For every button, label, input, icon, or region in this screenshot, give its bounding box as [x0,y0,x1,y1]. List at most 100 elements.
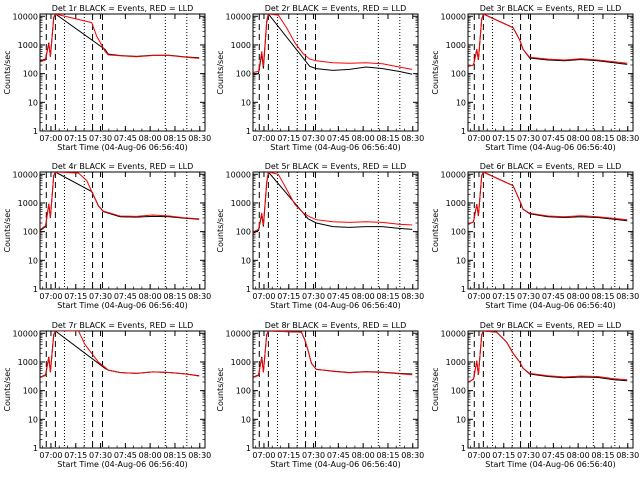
panel-title: Det 2r BLACK = Events, RED = LLD [265,4,407,13]
x-tick-label: 07:30 [89,134,112,143]
x-tick-label: 08:30 [401,134,424,143]
x-axis-label: Start Time (04-Aug-06 06:56:40) [57,301,188,310]
y-tick-label: 1 [246,127,251,136]
y-tick-label: 10 [241,415,251,424]
x-tick-label: 07:00 [39,451,62,460]
x-axis-label: Start Time (04-Aug-06 06:56:40) [57,143,188,152]
y-tick-label: 1000 [231,41,251,50]
plot-frame [467,13,634,132]
y-tick-label: 1000 [18,199,38,208]
x-tick-label: 07:45 [114,292,137,301]
y-tick-label: 10000 [226,329,251,338]
panel-det-5: Det 5r BLACK = Events, RED = LLD 1 10 100 10… [216,162,424,310]
x-tick-label: 07:15 [277,134,300,143]
y-tick-label: 1 [246,285,251,294]
x-tick-label: 07:00 [252,451,275,460]
x-tick-label: 08:30 [616,134,639,143]
x-tick-label: 08:15 [376,292,399,301]
panel-title: Det 4r BLACK = Events, RED = LLD [52,162,194,171]
y-tick-label: 1000 [231,199,251,208]
x-tick-label: 07:00 [467,134,490,143]
y-axis-label: Counts/sec [216,50,225,94]
x-tick-label: 07:30 [89,451,112,460]
plot-frame [252,171,419,290]
x-tick-label: 07:30 [302,451,325,460]
x-tick-label: 08:15 [591,134,614,143]
panel-title: Det 3r BLACK = Events, RED = LLD [480,4,622,13]
x-tick-label: 08:00 [352,134,375,143]
x-tick-label: 08:30 [616,292,639,301]
x-tick-label: 08:15 [376,134,399,143]
events-series-line [40,172,200,231]
y-tick-label: 10000 [226,170,251,179]
panel-det-9: Det 9r BLACK = Events, RED = LLD 1 10 100 10… [431,321,639,469]
x-tick-label: 08:30 [401,292,424,301]
x-tick-label: 07:30 [517,292,540,301]
x-axis-label: Start Time (04-Aug-06 06:56:40) [270,143,401,152]
plot-frame [39,330,206,449]
lld-series-line [40,331,200,378]
x-tick-label: 08:30 [188,134,211,143]
lld-series-line [40,172,200,230]
x-tick-label: 07:30 [302,292,325,301]
y-tick-label: 100 [236,228,251,237]
y-tick-label: 1000 [18,358,38,367]
panel-det-2: Det 2r BLACK = Events, RED = LLD 1 10 100 10… [216,4,424,152]
panel-title: Det 6r BLACK = Events, RED = LLD [480,162,622,171]
panel-det-8: Det 8r BLACK = Events, RED = LLD 1 10 100 10… [216,321,424,469]
x-tick-label: 07:15 [277,451,300,460]
y-axis-label: Counts/sec [3,208,12,252]
x-tick-label: 08:15 [163,451,186,460]
x-tick-label: 07:45 [542,451,565,460]
y-tick-label: 1 [33,127,38,136]
plot-frame [39,171,206,290]
y-tick-label: 100 [236,387,251,396]
panel-title: Det 5r BLACK = Events, RED = LLD [265,162,407,171]
x-tick-label: 08:15 [591,451,614,460]
y-tick-label: 100 [451,387,466,396]
y-tick-label: 10000 [13,170,38,179]
y-axis-label: Counts/sec [431,50,440,94]
panel-det-1: Det 1r BLACK = Events, RED = LLD 1 10 100 10… [3,4,211,152]
x-tick-label: 08:30 [401,451,424,460]
x-tick-label: 08:30 [188,451,211,460]
plot-frame [252,13,419,132]
x-tick-label: 07:00 [467,451,490,460]
y-tick-label: 1 [33,285,38,294]
lld-series-line [468,331,628,383]
x-tick-label: 07:45 [542,134,565,143]
x-axis-label: Start Time (04-Aug-06 06:56:40) [485,301,616,310]
x-tick-label: 07:30 [517,134,540,143]
lld-series-line [253,331,413,378]
panel-det-6: Det 6r BLACK = Events, RED = LLD 1 10 100 10… [431,162,639,310]
y-tick-label: 10000 [441,12,466,21]
events-series-line [468,331,628,383]
x-tick-label: 08:30 [616,451,639,460]
x-tick-label: 08:00 [352,451,375,460]
x-tick-label: 07:00 [467,292,490,301]
panel-title: Det 9r BLACK = Events, RED = LLD [480,321,622,330]
x-tick-label: 08:00 [139,134,162,143]
y-tick-label: 100 [451,70,466,79]
x-tick-label: 07:00 [39,292,62,301]
x-tick-label: 07:00 [252,134,275,143]
x-tick-label: 07:45 [327,451,350,460]
y-tick-label: 10000 [13,12,38,21]
x-tick-label: 07:45 [114,451,137,460]
y-tick-label: 10000 [441,170,466,179]
x-tick-label: 07:15 [492,451,515,460]
x-tick-label: 07:15 [277,292,300,301]
x-tick-label: 08:15 [591,292,614,301]
x-axis-label: Start Time (04-Aug-06 06:56:40) [270,460,401,469]
y-tick-label: 10 [241,98,251,107]
y-tick-label: 1 [246,444,251,453]
x-tick-label: 08:15 [376,451,399,460]
x-tick-label: 08:00 [352,292,375,301]
x-tick-label: 08:00 [139,292,162,301]
y-axis-label: Counts/sec [216,367,225,411]
x-tick-label: 07:30 [517,451,540,460]
y-tick-label: 1000 [446,199,466,208]
plot-frame [39,13,206,132]
y-tick-label: 100 [23,387,38,396]
